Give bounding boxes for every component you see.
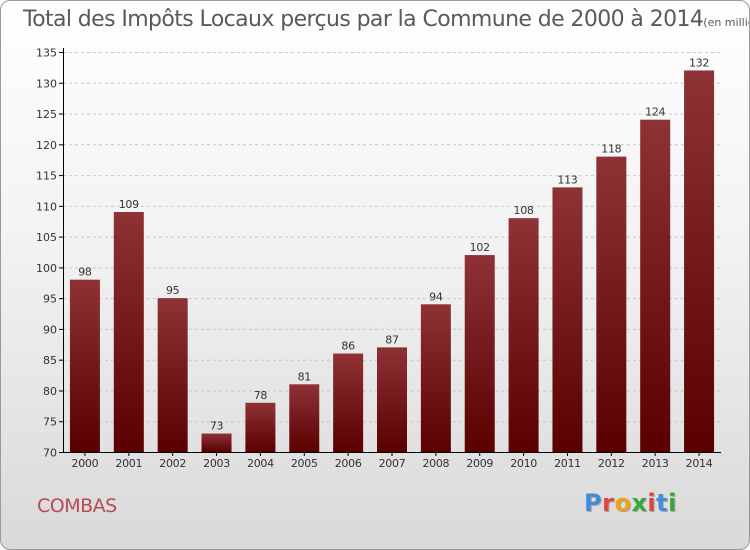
logo-letter: i bbox=[668, 489, 677, 517]
logo-letter: t bbox=[656, 489, 669, 517]
title-text: Total des Impôts Locaux perçus par la Co… bbox=[23, 7, 704, 32]
x-tick-label: 2001 bbox=[115, 457, 142, 470]
x-tick-label: 2006 bbox=[335, 457, 362, 470]
logo-letter: P bbox=[584, 489, 603, 517]
data-label: 87 bbox=[385, 333, 399, 346]
data-label: 102 bbox=[470, 241, 490, 254]
y-tick-label: 100 bbox=[36, 262, 57, 275]
bar bbox=[508, 218, 539, 452]
bar bbox=[596, 156, 627, 452]
data-label: 98 bbox=[78, 266, 92, 279]
y-tick-label: 90 bbox=[43, 323, 57, 336]
x-tick-label: 2013 bbox=[642, 457, 669, 470]
logo-letter: r bbox=[602, 489, 615, 517]
title-unit: (en milliers d'€) bbox=[703, 16, 749, 29]
y-tick-label: 110 bbox=[36, 200, 57, 213]
data-label: 81 bbox=[298, 370, 311, 383]
bar bbox=[420, 304, 451, 452]
data-label: 113 bbox=[557, 173, 577, 186]
y-tick-label: 135 bbox=[36, 47, 57, 60]
data-label: 124 bbox=[645, 106, 665, 119]
x-tick-label: 2010 bbox=[510, 457, 537, 470]
y-tick-label: 80 bbox=[43, 385, 57, 398]
data-label: 95 bbox=[166, 284, 180, 297]
data-label: 78 bbox=[254, 389, 268, 402]
y-tick-label: 115 bbox=[36, 170, 57, 183]
commune-name: COMBAS bbox=[37, 495, 117, 517]
x-tick-label: 2004 bbox=[247, 457, 274, 470]
bar bbox=[640, 119, 671, 452]
data-label: 132 bbox=[689, 56, 709, 69]
proxiti-logo: Proxiti bbox=[584, 489, 677, 517]
x-tick-label: 2012 bbox=[598, 457, 625, 470]
x-tick-label: 2011 bbox=[554, 457, 581, 470]
bar bbox=[377, 347, 407, 452]
x-tick-label: 2014 bbox=[686, 457, 713, 470]
bar bbox=[289, 384, 320, 452]
y-tick-label: 85 bbox=[43, 354, 57, 367]
x-tick-label: 2005 bbox=[291, 457, 318, 470]
x-tick-label: 2003 bbox=[203, 457, 230, 470]
data-label: 108 bbox=[514, 204, 534, 217]
y-tick-label: 125 bbox=[36, 108, 57, 121]
y-tick-label: 70 bbox=[43, 447, 57, 460]
bar bbox=[69, 279, 100, 452]
bar bbox=[113, 212, 144, 452]
x-tick-label: 2008 bbox=[422, 457, 449, 470]
y-tick-label: 130 bbox=[36, 77, 57, 90]
y-tick-label: 105 bbox=[36, 231, 57, 244]
logo-letter: x bbox=[631, 489, 648, 517]
bar bbox=[157, 298, 188, 452]
y-tick-label: 95 bbox=[43, 293, 57, 306]
y-tick-label: 75 bbox=[43, 416, 57, 429]
data-label: 109 bbox=[119, 198, 139, 211]
axes: 70 75 80 85 90 95 100 105 110 115 120 125 130 135 2000… bbox=[36, 47, 721, 470]
x-tick-label: 2007 bbox=[379, 457, 406, 470]
bars: 98 109 95 73 78 81 86 87 94 102 108 113 118 124 132 bbox=[69, 56, 715, 452]
bar bbox=[201, 433, 232, 452]
data-label: 118 bbox=[601, 143, 621, 156]
data-label: 73 bbox=[210, 420, 224, 433]
data-label: 94 bbox=[429, 290, 443, 303]
bar bbox=[552, 187, 583, 452]
x-tick-label: 2000 bbox=[72, 457, 99, 470]
logo-letter: o bbox=[614, 489, 632, 517]
bar bbox=[684, 70, 715, 452]
y-tick-label: 120 bbox=[36, 139, 57, 152]
chart-title: Total des Impôts Locaux perçus par la Co… bbox=[23, 7, 749, 32]
bar bbox=[333, 353, 364, 452]
bar bbox=[245, 402, 276, 452]
data-label: 86 bbox=[341, 340, 355, 353]
x-tick-label: 2002 bbox=[159, 457, 186, 470]
logo-letter: i bbox=[647, 489, 657, 517]
x-tick-label: 2009 bbox=[466, 457, 493, 470]
bar bbox=[464, 255, 495, 452]
